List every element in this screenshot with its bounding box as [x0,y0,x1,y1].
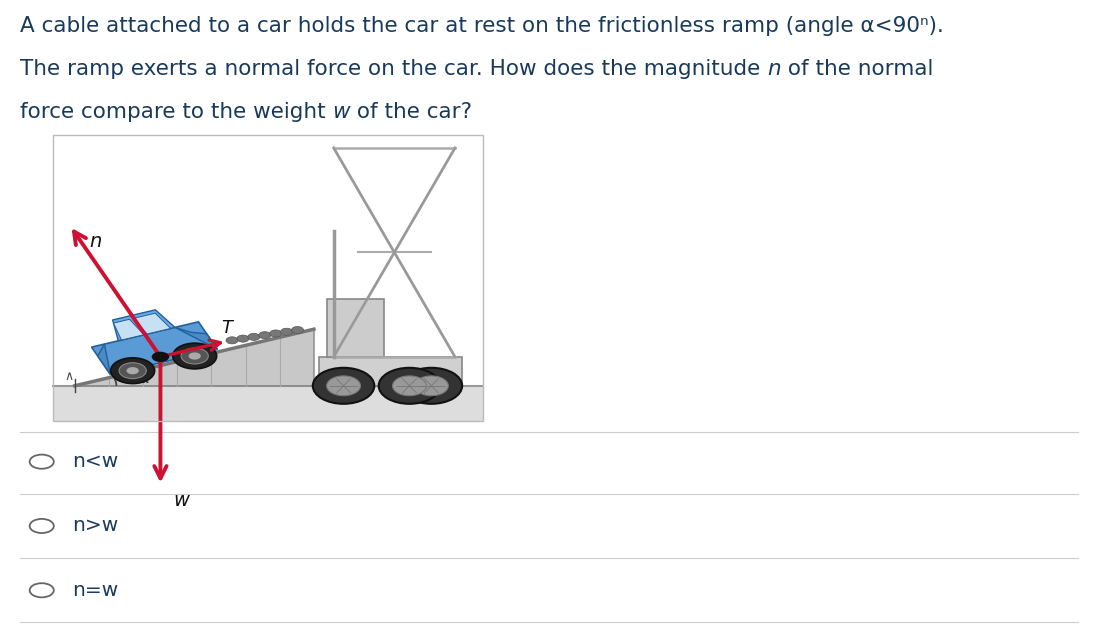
Circle shape [392,376,426,395]
Text: of the normal: of the normal [781,59,933,79]
Circle shape [313,368,374,404]
Circle shape [126,367,138,374]
Circle shape [414,376,448,395]
Polygon shape [75,329,314,386]
FancyBboxPatch shape [326,299,383,357]
Circle shape [189,352,201,359]
Text: The ramp exerts a normal force on the car. How does the magnitude: The ramp exerts a normal force on the ca… [20,59,766,79]
Polygon shape [113,310,175,341]
Text: w: w [173,491,190,510]
Circle shape [326,376,360,395]
Circle shape [152,352,169,362]
Text: n>w: n>w [72,516,119,536]
Polygon shape [133,313,170,334]
Polygon shape [113,320,144,340]
Text: ∧: ∧ [65,370,74,383]
Text: T: T [221,320,232,338]
Circle shape [270,330,282,337]
Text: A cable attached to a car holds the car at rest on the frictionless ramp (angle : A cable attached to a car holds the car … [20,16,943,36]
Circle shape [291,327,303,334]
FancyBboxPatch shape [320,357,462,386]
Circle shape [181,348,209,364]
Circle shape [401,368,462,404]
Circle shape [259,332,271,339]
Polygon shape [98,344,111,375]
Text: n: n [90,232,102,251]
Text: n: n [766,59,781,79]
Circle shape [248,333,260,340]
Text: α: α [138,369,149,387]
FancyBboxPatch shape [53,386,483,421]
Circle shape [280,328,292,335]
Polygon shape [175,327,217,349]
Text: of the car?: of the car? [350,102,472,122]
Circle shape [172,343,216,369]
Text: n=w: n=w [72,581,119,600]
Circle shape [237,335,249,342]
Circle shape [119,363,146,379]
Circle shape [111,358,155,383]
Text: n<w: n<w [72,452,119,471]
Circle shape [226,337,238,344]
Text: force compare to the weight: force compare to the weight [20,102,333,122]
Text: w: w [333,102,350,122]
Polygon shape [91,322,217,375]
Circle shape [379,368,440,404]
